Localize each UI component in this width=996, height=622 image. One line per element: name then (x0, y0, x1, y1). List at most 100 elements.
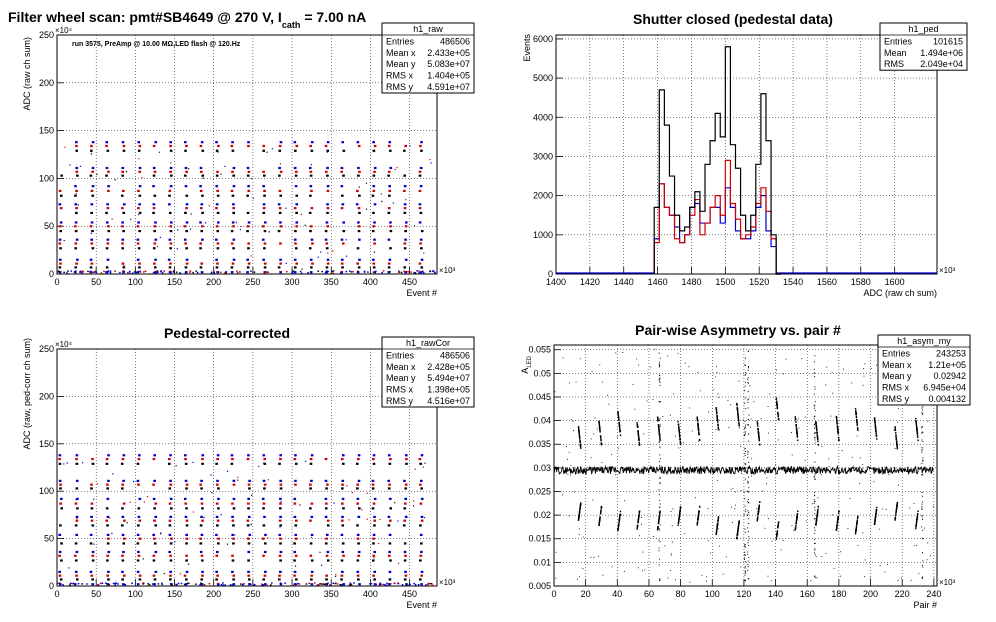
data-point (230, 266, 234, 269)
data-point (388, 542, 392, 545)
baseline-point (418, 272, 421, 274)
burst-point (895, 437, 897, 439)
data-point (91, 247, 95, 250)
data-point (340, 559, 344, 562)
stray-point (170, 162, 172, 164)
burst-point (896, 444, 898, 447)
data-point (232, 574, 236, 577)
burst-point (815, 424, 817, 427)
baseline-point (414, 584, 417, 586)
burst-point (696, 524, 698, 526)
data-point (75, 144, 78, 148)
data-point (74, 242, 78, 245)
data-point (121, 554, 124, 557)
data-point (90, 221, 94, 224)
stray-point (205, 222, 207, 224)
data-point (404, 221, 408, 224)
data-point (247, 502, 250, 505)
baseline-point (189, 270, 192, 272)
outlier-point (744, 385, 746, 387)
y-tick-label: 1000 (533, 230, 553, 240)
data-point (201, 225, 204, 228)
data-point (137, 221, 140, 224)
data-point (138, 211, 142, 215)
burst-point (678, 514, 681, 517)
baseline-point (183, 583, 186, 586)
data-point (404, 554, 407, 557)
burst-point (836, 422, 838, 425)
data-point (420, 479, 423, 482)
outlier-point (748, 511, 750, 513)
data-point (138, 170, 141, 173)
baseline-point (421, 270, 424, 273)
burst-point (796, 432, 798, 435)
baseline-point (250, 270, 252, 273)
data-point (326, 174, 329, 177)
noise-point (913, 502, 915, 504)
stray-point (317, 256, 319, 258)
run-annotation: run 3575, PreAmp @ 10.00 MΩ,LED flash @ … (72, 41, 241, 48)
data-point (122, 502, 126, 505)
stray-point (394, 502, 396, 504)
data-point (279, 170, 283, 173)
data-point (122, 203, 126, 206)
baseline-point (378, 583, 381, 585)
x-tick-label: 1440 (614, 277, 634, 287)
burst-point (777, 526, 779, 529)
data-point (279, 570, 282, 573)
burst-point (598, 520, 601, 522)
data-point (294, 229, 297, 233)
baseline-point (430, 582, 433, 585)
stray-point (163, 573, 165, 575)
data-point (138, 266, 141, 269)
burst-point (577, 427, 580, 429)
stats-key: Mean x (882, 360, 912, 370)
data-point (106, 207, 110, 210)
x-axis-label: Pair # (913, 600, 937, 610)
noise-point (642, 466, 644, 468)
data-point (419, 211, 423, 215)
data-point (247, 144, 250, 148)
burst-point (837, 430, 839, 433)
outlier-point (658, 539, 660, 541)
baseline-point (71, 582, 73, 585)
burst-point (599, 435, 602, 437)
baseline-point (148, 583, 151, 586)
data-point (309, 457, 313, 461)
burst-point (856, 421, 858, 424)
data-point (106, 524, 109, 527)
stats-name: h1_rawCor (406, 338, 450, 348)
outlier-point (659, 580, 661, 582)
data-point (232, 258, 236, 261)
data-point (309, 462, 313, 465)
data-point (293, 207, 297, 210)
data-point (325, 170, 328, 173)
data-point (216, 519, 220, 522)
baseline-point (370, 582, 373, 585)
burst-point (619, 429, 621, 431)
noise-point (570, 465, 572, 466)
burst-point (856, 522, 858, 524)
stray-point (203, 516, 205, 519)
noise-point (682, 442, 684, 443)
burst-point (837, 428, 839, 430)
data-point (262, 554, 265, 557)
data-point (247, 189, 251, 193)
burst-point (658, 431, 660, 434)
noise-point (715, 428, 717, 430)
burst-point (599, 435, 602, 438)
burst-point (637, 434, 640, 436)
data-point (402, 189, 406, 193)
data-point (247, 497, 250, 500)
data-point (261, 238, 265, 241)
baseline-point (382, 583, 384, 586)
burst-point (579, 507, 581, 510)
data-point (216, 550, 219, 554)
data-point (168, 524, 172, 527)
burst-point (638, 514, 640, 516)
baseline-point (173, 270, 175, 272)
data-point (74, 221, 78, 224)
x-tick-label: 0 (54, 589, 59, 599)
data-point (340, 170, 344, 173)
data-point (340, 578, 343, 581)
